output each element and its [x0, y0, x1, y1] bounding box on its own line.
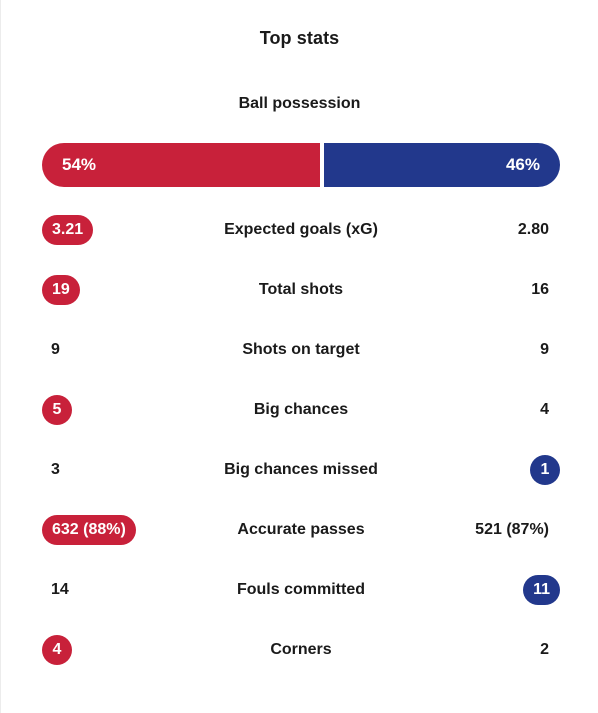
- stat-label: Accurate passes: [237, 521, 365, 538]
- stat-row-fouls-committed: 14 Fouls committed 11: [42, 575, 560, 605]
- stat-away-value: 11: [523, 575, 560, 605]
- stat-row-corners: 4 Corners 2: [42, 635, 560, 665]
- section-title: Top stats: [259, 28, 340, 48]
- possession-away-value: 46%: [505, 155, 540, 174]
- stat-row-big-chances: 5 Big chances 4: [42, 395, 560, 425]
- stat-home-value: 19: [42, 275, 80, 305]
- stat-away-value: 2: [540, 641, 549, 658]
- stat-away-value: 16: [531, 281, 549, 298]
- stat-label: Big chances missed: [224, 461, 378, 478]
- stat-home-value: 4: [42, 635, 72, 665]
- stat-away-value: 9: [540, 341, 549, 358]
- stat-row-big-chances-missed: 3 Big chances missed 1: [42, 455, 560, 485]
- stat-home-value: 14: [51, 581, 69, 598]
- stat-label: Shots on target: [242, 341, 360, 358]
- stat-home-value: 3.21: [42, 215, 94, 245]
- stat-label: Corners: [270, 641, 332, 658]
- stat-away-value: 4: [540, 401, 549, 418]
- possession-home-value: 54%: [62, 155, 97, 174]
- stat-label: Expected goals (xG): [224, 221, 378, 238]
- stat-label: Fouls committed: [236, 581, 365, 598]
- stat-label: Total shots: [258, 281, 344, 298]
- stat-away-value: 1: [530, 455, 560, 485]
- possession-away-segment: 46%: [324, 143, 560, 187]
- stat-home-value: 632 (88%): [42, 515, 136, 545]
- possession-bar: 54% 46%: [42, 143, 560, 187]
- stat-row-expected-goals: 3.21 Expected goals (xG) 2.80: [42, 215, 560, 245]
- stat-row-total-shots: 19 Total shots 16: [42, 275, 560, 305]
- stat-row-accurate-passes: 632 (88%) Accurate passes 521 (87%): [42, 515, 560, 545]
- possession-label: Ball possession: [238, 95, 361, 112]
- stat-away-value: 2.80: [517, 221, 549, 238]
- stat-row-shots-on-target: 9 Shots on target 9: [42, 335, 560, 365]
- stat-home-value: 9: [51, 341, 60, 358]
- stat-label: Big chances: [253, 401, 349, 418]
- stat-home-value: 3: [51, 461, 60, 478]
- stat-away-value: 521 (87%): [475, 521, 549, 538]
- possession-home-segment: 54%: [42, 143, 320, 187]
- stat-home-value: 5: [42, 395, 72, 425]
